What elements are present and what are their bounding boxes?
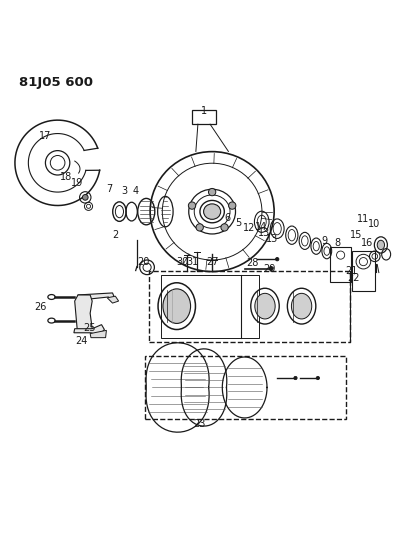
Circle shape (82, 195, 88, 200)
Polygon shape (74, 325, 104, 336)
Polygon shape (75, 295, 92, 332)
Text: 15: 15 (350, 230, 363, 240)
Circle shape (188, 202, 196, 209)
Text: 21: 21 (345, 266, 357, 277)
Text: 17: 17 (39, 131, 51, 141)
Polygon shape (107, 296, 119, 303)
Circle shape (221, 224, 228, 231)
Text: 26: 26 (34, 302, 47, 312)
Ellipse shape (291, 293, 312, 319)
Text: 7: 7 (106, 184, 113, 194)
Text: 13: 13 (258, 228, 271, 238)
Text: 13: 13 (266, 235, 278, 244)
Text: 23: 23 (194, 419, 206, 429)
Circle shape (269, 266, 273, 271)
Text: 19: 19 (71, 178, 83, 188)
Text: 3: 3 (121, 186, 127, 196)
Text: 16: 16 (361, 238, 373, 248)
Text: 4: 4 (133, 186, 139, 196)
Ellipse shape (255, 293, 275, 319)
Circle shape (294, 376, 297, 379)
Circle shape (208, 189, 216, 196)
Circle shape (228, 202, 236, 209)
Polygon shape (90, 330, 106, 338)
Text: 81J05 600: 81J05 600 (19, 76, 93, 89)
Text: 24: 24 (75, 335, 87, 345)
Ellipse shape (163, 289, 191, 324)
Text: 18: 18 (60, 172, 73, 182)
Text: 1: 1 (201, 106, 207, 116)
Bar (352, 252, 375, 292)
Text: 31: 31 (186, 257, 199, 268)
Bar (330, 247, 351, 282)
Text: 6: 6 (224, 213, 231, 223)
Circle shape (316, 376, 319, 379)
Bar (192, 110, 216, 124)
Circle shape (196, 224, 203, 231)
Text: 8: 8 (334, 238, 340, 248)
Text: 9: 9 (321, 236, 327, 246)
Text: 2: 2 (112, 230, 118, 240)
Text: 11: 11 (357, 214, 370, 223)
Text: 5: 5 (235, 217, 241, 228)
Text: 25: 25 (83, 324, 95, 333)
Text: 20: 20 (137, 257, 150, 268)
Bar (149, 271, 350, 342)
Ellipse shape (377, 240, 384, 249)
Text: 27: 27 (206, 257, 218, 268)
Text: 12: 12 (242, 223, 255, 233)
Text: 30: 30 (177, 257, 189, 268)
Bar (145, 356, 346, 419)
Text: 14: 14 (255, 222, 267, 232)
Text: 29: 29 (263, 263, 275, 273)
Text: 10: 10 (368, 219, 380, 229)
Text: 22: 22 (347, 273, 360, 283)
Ellipse shape (204, 204, 221, 220)
Bar (161, 274, 259, 338)
Circle shape (275, 257, 279, 261)
Polygon shape (78, 293, 115, 301)
Text: 28: 28 (246, 259, 259, 268)
